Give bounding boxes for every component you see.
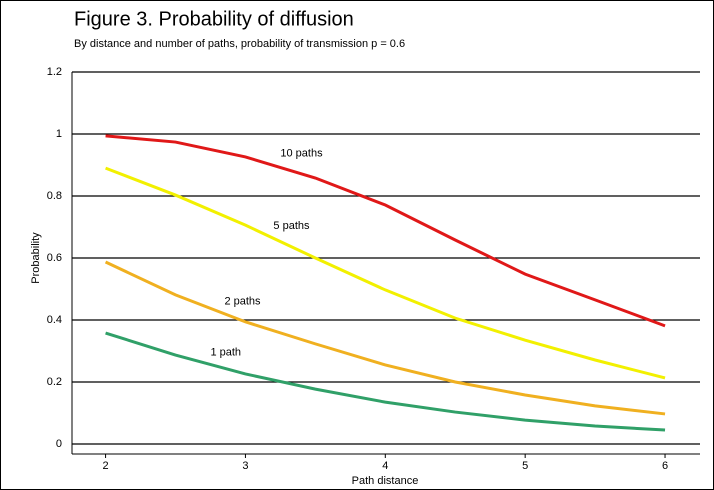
series-line [105,166,666,380]
y-axis-label: Probability [30,232,42,284]
x-tick-label: 2 [103,460,109,472]
x-tick-label: 3 [242,460,248,472]
y-tick-label: 0.2 [47,376,62,388]
chart-subtitle: By distance and number of paths, probabi… [74,38,405,50]
series-label: 1 path [210,346,241,358]
chart-title: Figure 3. Probability of diffusion [74,8,354,30]
series-line [104,260,666,416]
y-tick-label: 1.2 [47,66,62,78]
series-label: 2 paths [224,296,261,308]
series-label: 10 paths [280,147,323,159]
y-tick-label: 0.6 [47,252,62,264]
x-tick-label: 5 [522,460,528,472]
y-tick-label: 1 [56,128,62,140]
series-line [105,134,666,328]
y-tick-label: 0.4 [47,314,62,326]
series-line [105,331,666,432]
x-tick-label: 4 [382,460,388,472]
x-axis-label: Path distance [352,475,419,487]
y-tick-label: 0.8 [47,190,62,202]
series-label: 5 paths [273,220,310,232]
x-tick-label: 6 [662,460,668,472]
y-tick-label: 0 [56,438,62,450]
